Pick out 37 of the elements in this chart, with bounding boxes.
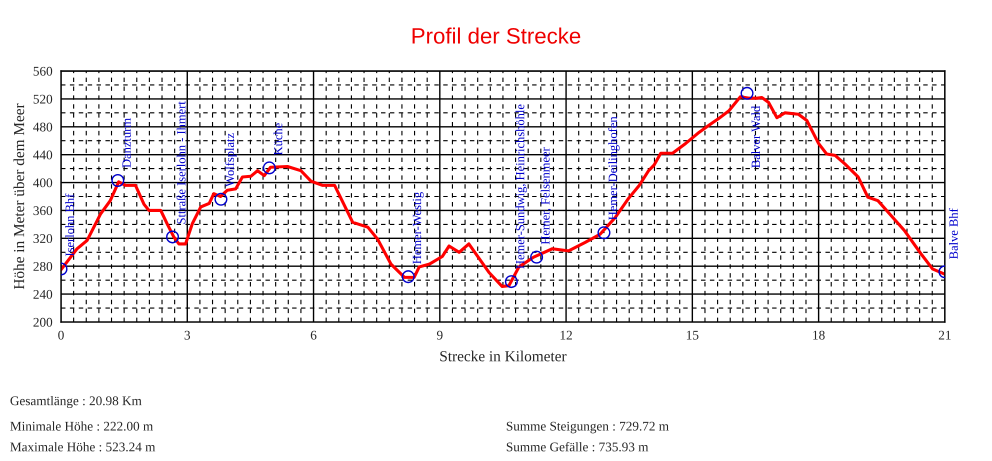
x-tick-label: 21 <box>938 330 951 340</box>
chart-title: Profil der Strecke <box>412 27 580 44</box>
annotation: Wolfsplatz <box>225 133 237 187</box>
annotation: Iserlohn Bhf <box>65 194 74 256</box>
text: Maximale Höhe : 523.24 m <box>10 442 156 452</box>
x-tick-label: 9 <box>436 330 443 340</box>
x-tick-label: 18 <box>813 330 825 340</box>
y-tick-label: 520 <box>34 94 52 104</box>
annotation: Hemer-Westig <box>412 192 424 264</box>
x-tick-label: 3 <box>184 330 190 340</box>
text: Summe Gefälle : 735.93 m <box>506 442 648 452</box>
y-tick-label: 320 <box>34 234 52 244</box>
y-tick-label: 400 <box>33 178 52 188</box>
annotation: Balver Wald <box>751 106 760 168</box>
x-tick-label: 12 <box>560 330 572 340</box>
y-tick-label: 480 <box>33 122 52 132</box>
y-axis-title: Höhe in Meter über dem Meer <box>13 104 24 290</box>
annotation: Küche <box>274 123 282 156</box>
x-tick-label: 6 <box>310 330 316 340</box>
annotation: Balve Bhf <box>948 208 958 259</box>
y-tick-label: 560 <box>34 66 52 76</box>
y-tick-label: 440 <box>33 150 52 160</box>
x-tick-label: 0 <box>58 330 64 340</box>
annotation: Danzturm <box>122 118 131 168</box>
annotation: Hemer, Felsenmeer <box>540 147 552 244</box>
y-tick-label: 200 <box>33 318 52 327</box>
text: Gesamtlänge : 20.98 Km <box>10 396 142 408</box>
annotation: Sttraße Iserlohn - Ihmert <box>176 101 186 224</box>
annotation: Hemer-Deilinghofen <box>608 116 620 220</box>
annotation: Hemer-Sundwig, Heinrichshöhle <box>516 104 527 269</box>
x-axis-title: Strecke in Kilometer <box>440 350 566 362</box>
y-tick-label: 360 <box>34 206 52 216</box>
y-tick-label: 240 <box>33 290 52 299</box>
y-tick-label: 280 <box>33 262 52 271</box>
text: Summe Steigungen : 729.72 m <box>506 422 669 434</box>
x-tick-label: 15 <box>686 330 698 340</box>
text: Minimale Höhe : 222.00 m <box>10 421 154 431</box>
